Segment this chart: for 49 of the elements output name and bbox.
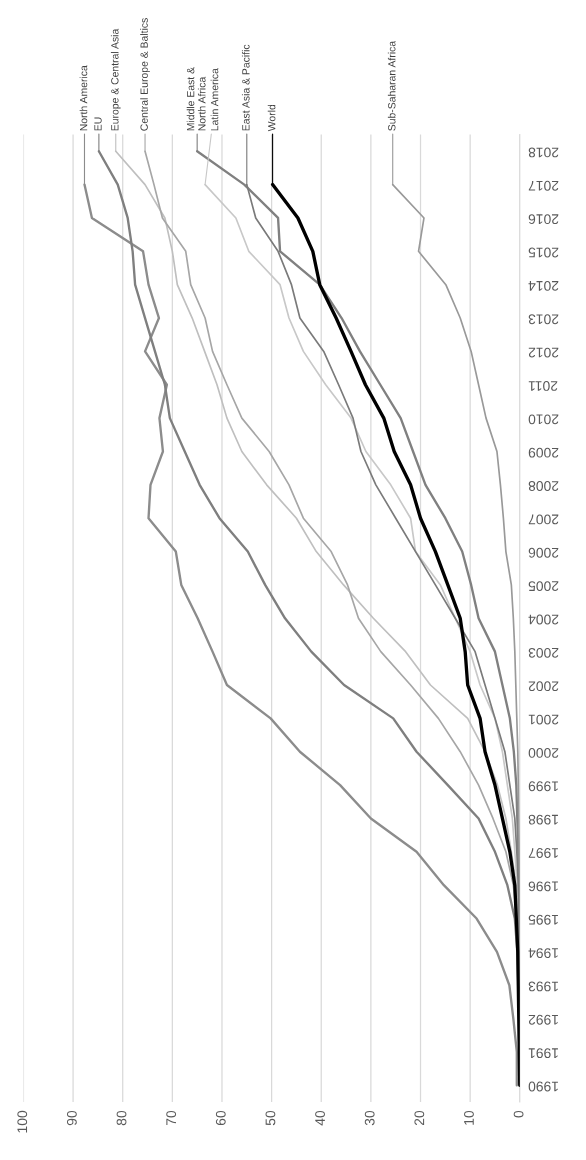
y-tick-label: 1994 bbox=[528, 948, 558, 958]
y-tick-label: 1998 bbox=[528, 814, 558, 825]
y-tick-label: 1996 bbox=[528, 881, 558, 892]
text: Latin America bbox=[210, 68, 219, 131]
y-tick-label: 2001 bbox=[528, 714, 559, 725]
y-tick-label: 2016 bbox=[528, 214, 559, 225]
y-tick-label: 2015 bbox=[528, 247, 559, 258]
y-tick-label: 1992 bbox=[528, 1014, 558, 1025]
text: EU bbox=[94, 117, 102, 131]
y-tick-label: 2010 bbox=[528, 414, 559, 425]
text: East Asia & Pacific bbox=[241, 44, 250, 131]
y-tick-label: 2000 bbox=[528, 747, 559, 758]
text: North America bbox=[79, 65, 88, 131]
y-tick-label: 2007 bbox=[528, 514, 559, 525]
x-tick-label: 20 bbox=[414, 1110, 425, 1126]
y-tick-label: 2018 bbox=[528, 147, 559, 158]
x-tick-label: 60 bbox=[215, 1110, 226, 1126]
y-tick-label: 2003 bbox=[528, 647, 559, 658]
x-tick-label: 40 bbox=[315, 1110, 325, 1126]
text: Central Europe & Baltics bbox=[140, 18, 150, 131]
y-tick-label: 2002 bbox=[528, 681, 559, 692]
text: Europe & Central Asia bbox=[110, 28, 121, 131]
y-tick-label: 1999 bbox=[528, 781, 558, 792]
y-tick-label: 2004 bbox=[528, 614, 559, 625]
y-tick-label: 1990 bbox=[528, 1081, 558, 1092]
y-tick-label: 2006 bbox=[528, 547, 559, 558]
x-tick-label: 90 bbox=[66, 1110, 77, 1126]
y-tick-label: 2011 bbox=[528, 381, 558, 391]
y-tick-label: 2012 bbox=[528, 347, 559, 358]
x-tick-label: 100 bbox=[17, 1110, 28, 1133]
y-tick-label: 1995 bbox=[528, 914, 558, 925]
x-tick-label: 30 bbox=[364, 1110, 375, 1126]
y-tick-label: 2017 bbox=[528, 180, 559, 191]
y-tick-label: 1993 bbox=[528, 981, 558, 992]
x-tick-label: 70 bbox=[166, 1110, 177, 1126]
y-tick-label: 1991 bbox=[528, 1048, 558, 1059]
text: Sub-Saharan Africa bbox=[387, 40, 396, 131]
x-tick-label: 80 bbox=[116, 1110, 127, 1126]
y-tick-label: 2014 bbox=[528, 280, 559, 291]
x-tick-label: 10 bbox=[464, 1110, 474, 1125]
y-tick-label: 1997 bbox=[528, 848, 558, 858]
x-tick-label: 50 bbox=[265, 1110, 276, 1126]
y-tick-label: 2008 bbox=[528, 481, 559, 491]
text: Middle East & North Africa bbox=[186, 67, 206, 131]
y-tick-label: 2009 bbox=[528, 447, 559, 458]
y-tick-label: 2013 bbox=[528, 314, 559, 325]
x-tick-label: 0 bbox=[513, 1110, 524, 1118]
text: World bbox=[267, 104, 276, 132]
y-tick-label: 2005 bbox=[528, 581, 559, 592]
